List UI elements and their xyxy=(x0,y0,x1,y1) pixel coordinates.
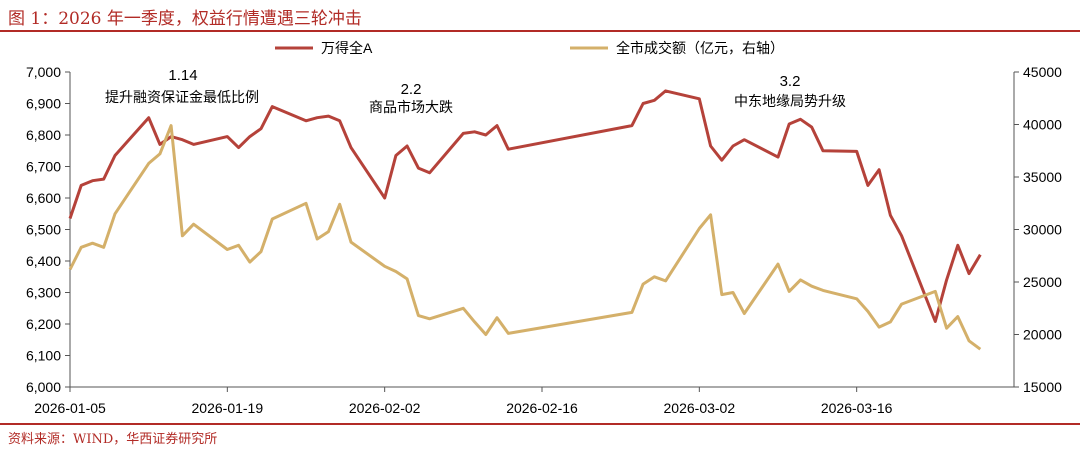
y-left-tick-label: 6,300 xyxy=(26,285,61,301)
y-left-tick-label: 7,000 xyxy=(26,64,61,80)
legend-label: 全市成交额（亿元，右轴） xyxy=(616,40,784,56)
series-line-wind-a xyxy=(68,89,982,323)
x-tick-label: 2026-02-16 xyxy=(506,400,578,416)
y-left-tick-label: 6,100 xyxy=(26,348,61,364)
x-tick-label: 2026-03-16 xyxy=(821,400,893,416)
source-rule xyxy=(0,423,1080,425)
y-left-tick-label: 6,500 xyxy=(26,222,61,238)
series-lines xyxy=(68,89,982,351)
y-left-tick-label: 6,700 xyxy=(26,159,61,175)
y-right-tick-label: 40000 xyxy=(1023,117,1062,133)
y-left-tick-label: 6,200 xyxy=(26,316,61,332)
y-left-tick-label: 6,600 xyxy=(26,190,61,206)
tick-labels: 6,000 6,100 6,200 6,300 6,400 6,500 6,600 6,700… xyxy=(26,64,1062,416)
annotation-date: 1.14 xyxy=(168,67,197,84)
x-tick-label: 2026-01-05 xyxy=(34,400,106,416)
x-tick-label: 2026-03-02 xyxy=(664,400,736,416)
y-right-tick-label: 25000 xyxy=(1023,274,1062,290)
y-right-tick-label: 45000 xyxy=(1023,64,1062,80)
title-rule xyxy=(0,30,1080,32)
annotation-date: 2.2 xyxy=(401,81,422,98)
y-right-tick-label: 30000 xyxy=(1023,222,1062,238)
axes xyxy=(65,71,1019,392)
figure-title: 图 1：2026 年一季度，权益行情遭遇三轮冲击 xyxy=(8,9,362,29)
y-left-tick-label: 6,900 xyxy=(26,96,61,112)
y-right-tick-label: 35000 xyxy=(1023,169,1062,185)
y-right-tick-label: 20000 xyxy=(1023,327,1062,343)
x-tick-label: 2026-01-19 xyxy=(192,400,264,416)
annotation-text: 提升融资保证金最低比例 xyxy=(105,89,259,105)
annotation-text: 中东地缘局势升级 xyxy=(734,93,846,109)
annotation-text: 商品市场大跌 xyxy=(369,99,453,115)
source-note: 资料来源：WIND，华西证券研究所 xyxy=(8,432,218,447)
y-left-tick-label: 6,800 xyxy=(26,127,61,143)
x-tick-label: 2026-02-02 xyxy=(349,400,421,416)
legend-label: 万得全A xyxy=(321,40,373,56)
y-right-tick-label: 15000 xyxy=(1023,379,1062,395)
chart-legend: 万得全A 全市成交额（亿元，右轴） xyxy=(275,40,784,56)
y-left-tick-label: 6,400 xyxy=(26,253,61,269)
series-line-turnover xyxy=(68,124,982,351)
y-left-tick-label: 6,000 xyxy=(26,379,61,395)
annotation-date: 3.2 xyxy=(780,73,801,90)
